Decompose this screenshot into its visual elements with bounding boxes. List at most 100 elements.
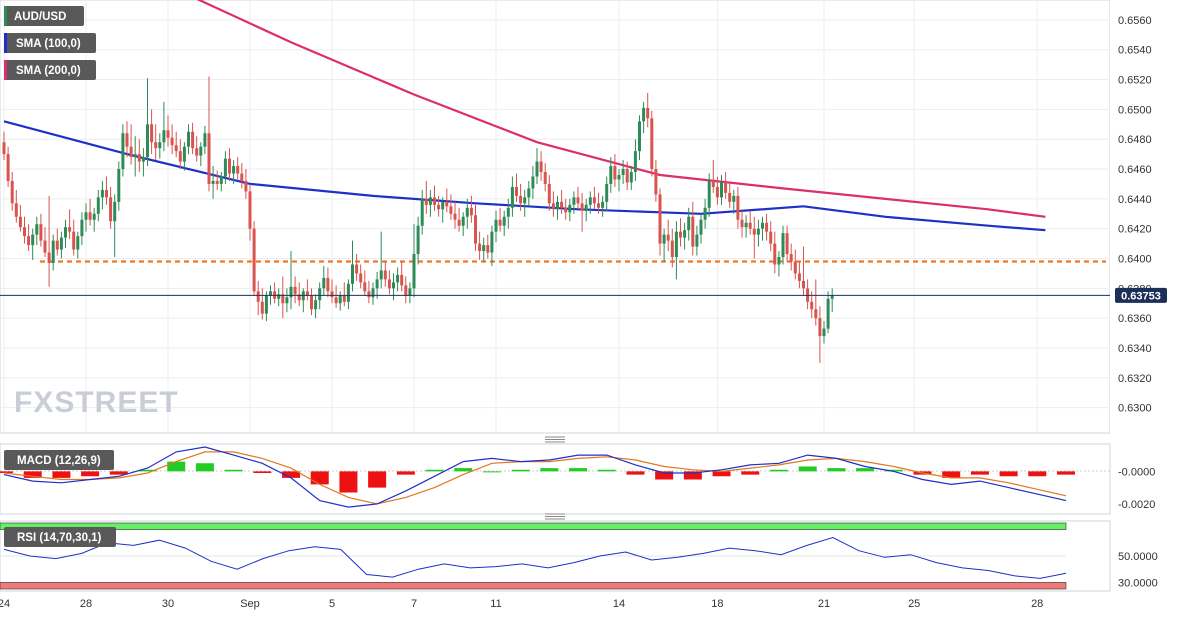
candle-body — [240, 173, 244, 181]
legend-item-sma-200[interactable]: SMA (200,0) — [4, 60, 96, 80]
time-tick-label: 18 — [711, 598, 723, 610]
candle-body — [523, 197, 527, 204]
candle-body — [39, 224, 43, 241]
candle-body — [182, 146, 186, 162]
candle — [141, 148, 145, 177]
candle-body — [748, 222, 752, 229]
price-tick-label: 0.6320 — [1118, 373, 1152, 385]
candle-body — [465, 207, 469, 217]
time-tick-label: 24 — [0, 598, 10, 610]
candle — [96, 189, 100, 222]
time-tick-label: 11 — [490, 598, 501, 610]
macd-pane[interactable]: MACD (12,26,9) — [0, 443, 1111, 515]
candle-body — [789, 254, 793, 262]
candle-body — [269, 291, 272, 296]
macd-histogram-bar — [683, 471, 702, 480]
candle — [117, 161, 121, 211]
legend-swatch — [4, 60, 7, 80]
candle — [289, 251, 293, 310]
legend-item-aud-usd[interactable]: AUD/USD — [4, 6, 84, 26]
candle-body — [6, 154, 10, 181]
candle — [281, 276, 285, 319]
candle-body — [260, 301, 264, 314]
rsi-label[interactable]: RSI (14,70,30,1) — [4, 527, 116, 547]
candle — [6, 146, 10, 187]
price-tick-label: 0.6360 — [1118, 313, 1152, 325]
candle — [461, 212, 465, 237]
candle-body — [88, 212, 92, 220]
time-tick-label: 30 — [162, 598, 174, 610]
candle — [260, 288, 264, 320]
candle-body — [773, 243, 777, 265]
candle-body — [80, 219, 84, 237]
candle — [744, 215, 748, 238]
candle — [670, 228, 674, 268]
candle-body — [105, 189, 108, 198]
candle-body — [519, 195, 523, 204]
candle — [125, 121, 129, 158]
rsi-overbought-zone — [0, 522, 1067, 530]
candle — [396, 267, 400, 292]
macd-histogram-bar — [167, 461, 186, 472]
candle-body — [330, 291, 334, 298]
macd-histogram-bar — [569, 468, 588, 472]
legend-item-sma-100[interactable]: SMA (100,0) — [4, 33, 96, 53]
candle — [420, 189, 424, 235]
price-tick-label: 0.6440 — [1118, 194, 1152, 206]
price-tick-label: 0.6480 — [1118, 134, 1152, 146]
candle-body — [580, 203, 584, 211]
candle — [584, 198, 588, 222]
pane-resize-handle-macd[interactable] — [545, 436, 565, 443]
candle — [100, 180, 104, 210]
pane-resize-handle-rsi[interactable] — [545, 513, 565, 520]
candle-body — [560, 201, 564, 208]
candle-body — [502, 216, 506, 226]
candle-body — [359, 273, 363, 283]
candle-body — [84, 212, 88, 220]
legend-swatch — [4, 6, 7, 26]
candle — [736, 186, 740, 229]
candle — [756, 219, 760, 247]
candle-body — [802, 280, 805, 289]
candle — [527, 180, 531, 207]
candle — [666, 219, 670, 252]
candle-body — [510, 186, 514, 208]
candle — [252, 221, 256, 296]
candle-body — [412, 254, 416, 289]
candle-body — [486, 245, 490, 253]
candle-body — [51, 240, 55, 263]
candle — [412, 224, 416, 298]
candle-body — [617, 175, 621, 180]
candle — [732, 189, 736, 214]
price-pane[interactable]: FXSTREET — [0, 0, 1111, 434]
candle-body — [703, 207, 707, 220]
candle-body — [572, 197, 576, 205]
candle-body — [638, 121, 641, 152]
candle — [658, 188, 662, 256]
candle — [720, 175, 723, 205]
candle — [35, 216, 39, 246]
macd-histogram-bar — [597, 469, 616, 472]
candle-body — [707, 180, 711, 208]
candle-body — [658, 194, 662, 244]
macd-histogram-bar — [224, 469, 243, 472]
candle-body — [793, 261, 797, 274]
macd-histogram-bar — [884, 469, 903, 472]
rsi-pane[interactable]: RSI (14,70,30,1) — [0, 520, 1111, 592]
candle-body — [724, 182, 728, 193]
candle-body — [191, 131, 195, 149]
candle-body — [662, 234, 666, 244]
macd-histogram-bar — [655, 471, 674, 480]
candle-body — [506, 207, 510, 217]
candle — [539, 151, 543, 181]
candle-body — [113, 201, 117, 222]
candle — [351, 240, 354, 292]
candle-body — [650, 118, 654, 170]
candle — [597, 192, 600, 214]
candle — [105, 176, 108, 205]
candle — [793, 249, 797, 280]
candle — [654, 160, 658, 202]
macd-line — [3, 446, 1067, 508]
macd-label[interactable]: MACD (12,26,9) — [4, 450, 114, 470]
macd-histogram-bar — [798, 466, 817, 472]
